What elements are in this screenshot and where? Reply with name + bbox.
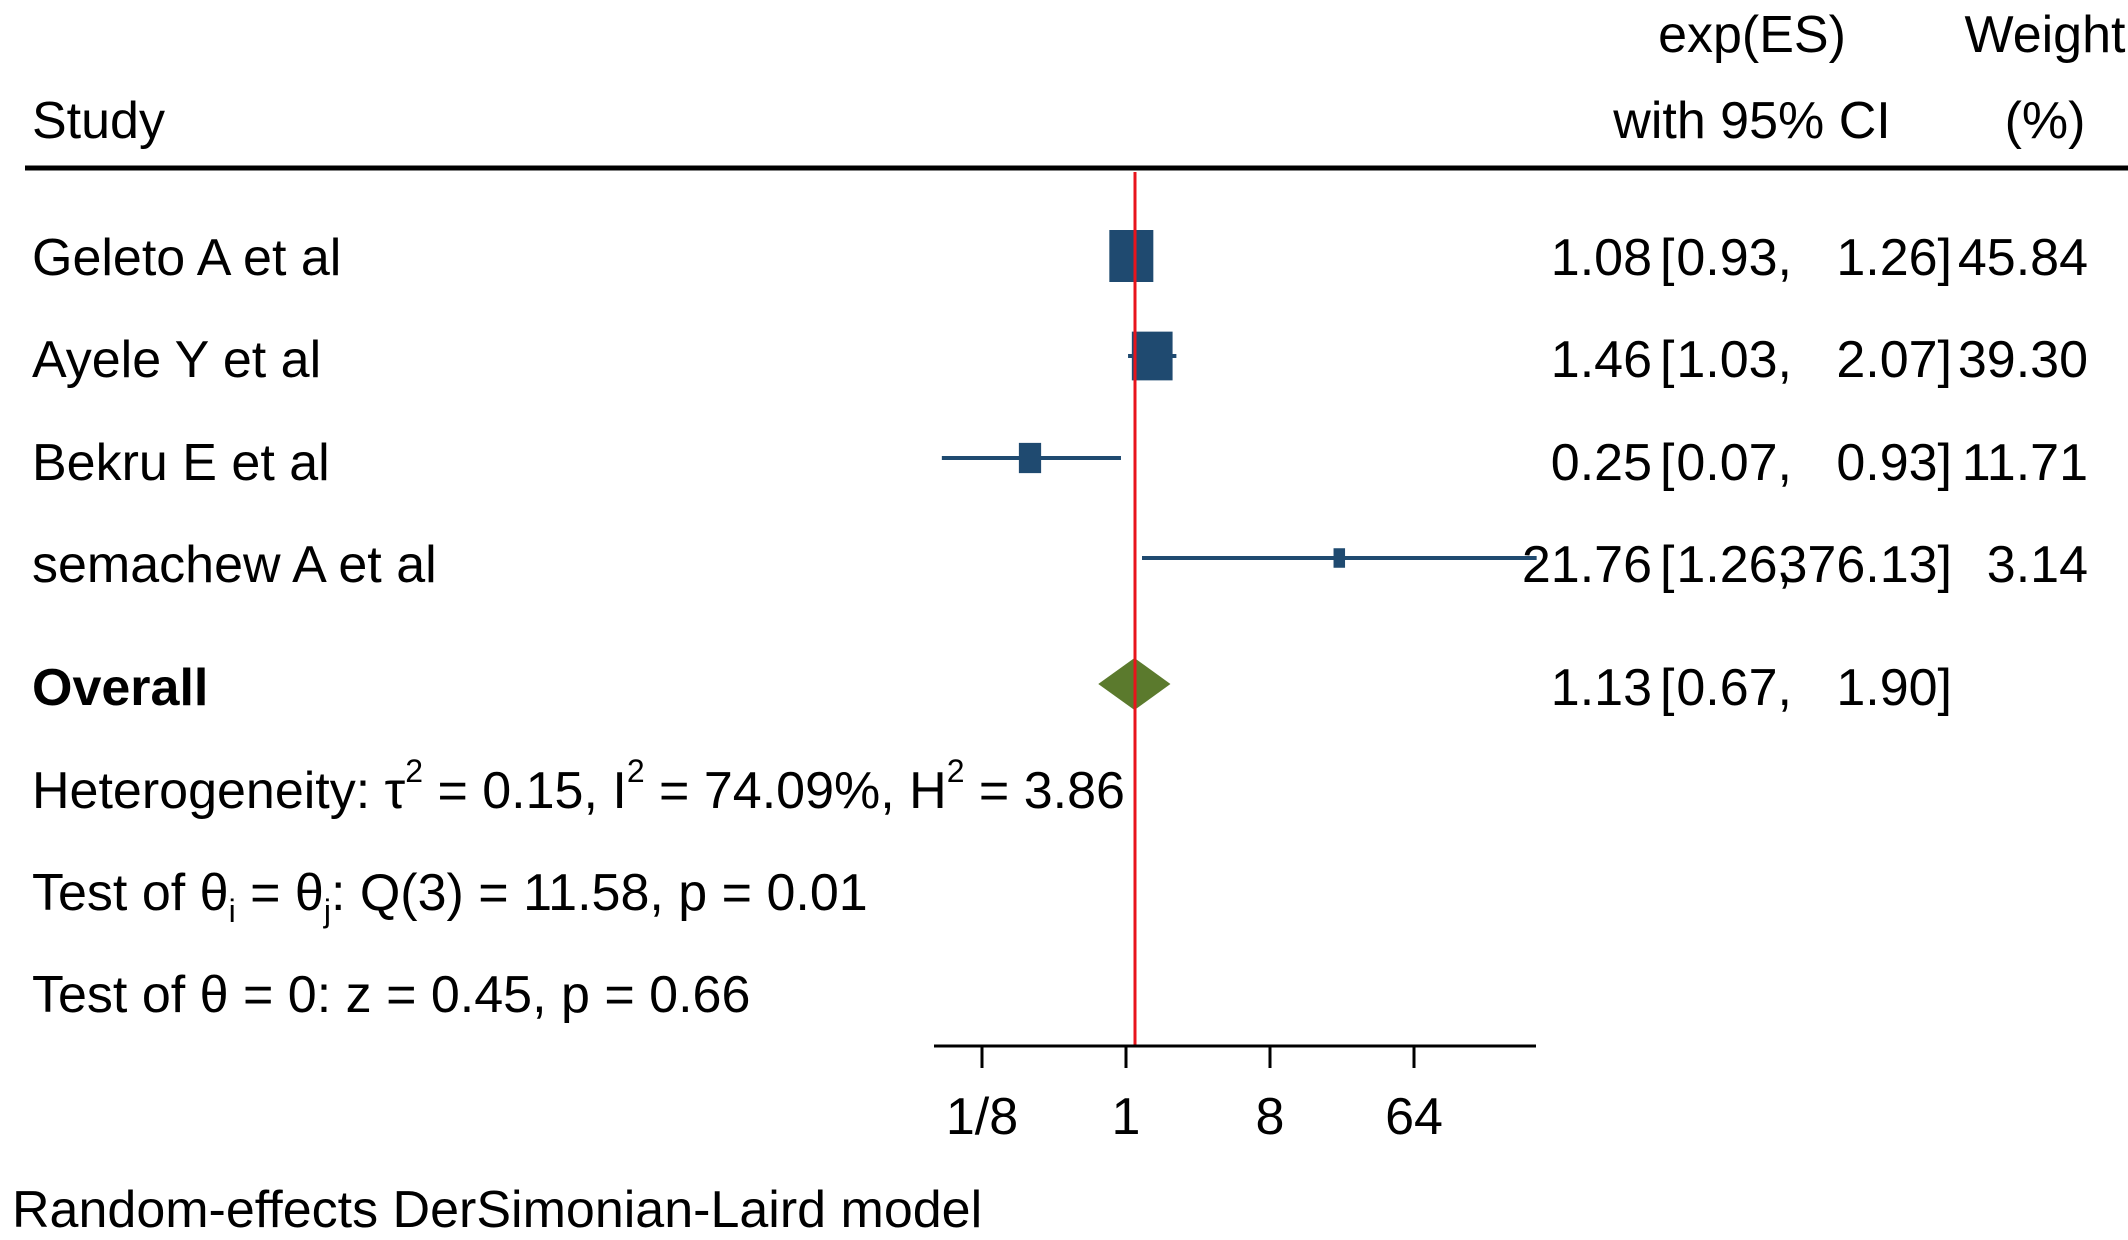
study-marker: [1333, 548, 1346, 568]
overall-ci-upper-value: 1.90]: [1836, 659, 1952, 717]
study-label: semachew A et al: [32, 536, 437, 594]
model-footnote: Random-effects DerSimonian-Laird model: [12, 1181, 982, 1239]
study-label: Bekru E et al: [32, 434, 330, 492]
effect-header-line1: exp(ES): [1658, 6, 1846, 64]
ci-open-bracket: [: [1660, 229, 1675, 287]
ci-open-bracket: [: [1660, 536, 1675, 594]
effect-header-line2: with 95% CI: [1612, 92, 1890, 150]
study-label: Ayele Y et al: [32, 331, 321, 389]
weight-header-line2: (%): [2005, 92, 2086, 150]
x-axis-tick-label: 1/8: [946, 1088, 1018, 1146]
study-header: Study: [32, 92, 165, 150]
ci-lower-value: 0.93,: [1676, 229, 1792, 287]
plot-area: 1/8 1 8 64: [934, 172, 1537, 1146]
study-marker: [1131, 331, 1173, 381]
weight-header-line1: Weight: [1965, 6, 2126, 64]
overall-es-value: 1.13: [1551, 659, 1652, 717]
ci-upper-value: 376.13]: [1779, 536, 1953, 594]
overall-ci-lower-value: 0.67,: [1676, 659, 1792, 717]
test-theta-zero-note: Test of θ = 0: z = 0.45, p = 0.66: [32, 966, 750, 1024]
heterogeneity-note: Heterogeneity: τ2 = 0.15, I2 = 74.09%, H…: [32, 753, 1125, 820]
ci-lower-value: 0.07,: [1676, 434, 1792, 492]
ci-upper-value: 0.93]: [1836, 434, 1952, 492]
weight-value: 11.71: [1962, 434, 2088, 492]
ci-open-bracket: [: [1660, 331, 1675, 389]
weight-value: 39.30: [1958, 331, 2088, 389]
ci-lower-value: 1.03,: [1676, 331, 1792, 389]
es-value: 1.46: [1551, 331, 1652, 389]
study-marker: [1018, 442, 1042, 474]
study-label: Geleto A et al: [32, 229, 341, 287]
ci-lower-value: 1.26,: [1676, 536, 1792, 594]
x-axis-tick-label: 8: [1256, 1088, 1285, 1146]
es-value: 0.25: [1551, 434, 1652, 492]
x-axis-tick-label: 1: [1112, 1088, 1141, 1146]
ci-upper-value: 1.26]: [1836, 229, 1952, 287]
ci-open-bracket: [: [1660, 434, 1675, 492]
es-value: 21.76: [1522, 536, 1652, 594]
weight-value: 45.84: [1958, 229, 2088, 287]
x-axis-tick-label: 64: [1385, 1088, 1443, 1146]
study-marker: [1109, 230, 1154, 282]
es-value: 1.08: [1551, 229, 1652, 287]
test-theta-ij-note: Test of θi = θj: Q(3) = 11.58, p = 0.01: [32, 864, 868, 929]
ci-upper-value: 2.07]: [1836, 331, 1952, 389]
weight-value: 3.14: [1987, 536, 2088, 594]
ci-open-bracket: [: [1660, 659, 1675, 717]
overall-label: Overall: [32, 659, 208, 717]
